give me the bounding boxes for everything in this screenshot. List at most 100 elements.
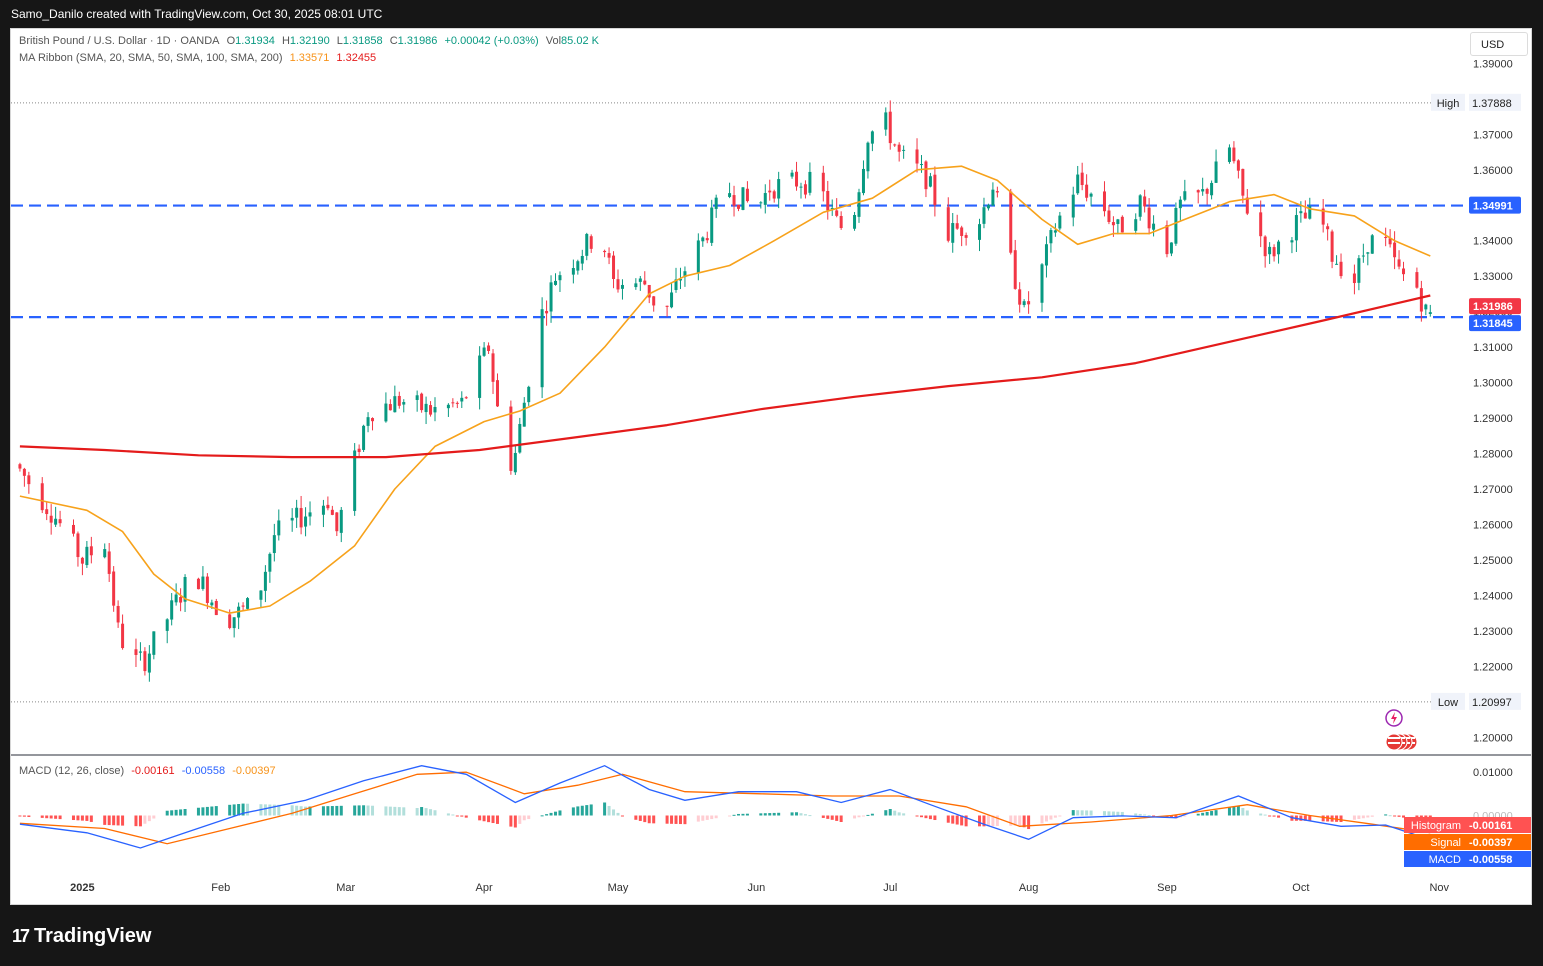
candle-body: [71, 524, 75, 534]
candle-body: [1330, 231, 1334, 262]
macd-histogram-bar: [897, 812, 901, 816]
macd-histogram-bar: [1370, 815, 1374, 817]
candle-body: [1107, 210, 1111, 222]
candle-body: [857, 192, 861, 217]
low-value: L1.31858: [336, 35, 383, 47]
macd-histogram-bar: [710, 815, 714, 820]
macd-histogram-bar: [549, 812, 553, 816]
candle-body: [1415, 272, 1419, 288]
candle-body: [643, 280, 647, 285]
macd-histogram-bar: [1361, 815, 1365, 819]
macd-histogram-bar: [696, 815, 700, 822]
candle-body: [701, 237, 705, 242]
macd-tag-label: MACD: [1429, 854, 1461, 866]
candle-body: [464, 397, 468, 399]
candle-body: [1138, 195, 1142, 217]
macd-histogram-bar: [210, 806, 214, 816]
x-tick-label: Jun: [747, 882, 765, 894]
candle-body: [589, 236, 593, 249]
x-tick-label: May: [608, 882, 629, 894]
candle-body: [357, 448, 361, 453]
macd-histogram-bar: [268, 804, 272, 816]
candle-body: [986, 205, 990, 209]
macd-histogram-bar: [272, 804, 276, 816]
sma-20-line: [19, 165, 1431, 614]
candle-body: [1366, 252, 1370, 254]
candle-body: [870, 131, 874, 144]
macd-histogram-bar: [607, 805, 611, 816]
macd-histogram-bar: [1053, 815, 1057, 818]
macd-line: [19, 764, 1431, 849]
candle-body: [491, 353, 495, 382]
macd-histogram-bar: [491, 815, 495, 824]
chart-panel[interactable]: 1.200001.210001.220001.230001.240001.250…: [10, 28, 1532, 905]
candle-body: [995, 191, 999, 193]
macd-histogram-bar: [509, 815, 513, 827]
candle-body: [429, 405, 433, 415]
candle-body: [1009, 191, 1013, 253]
macd-histogram-bar: [919, 815, 923, 818]
macd-histogram-bar: [263, 804, 267, 816]
macd-histogram-bar: [165, 810, 169, 816]
macd-histogram-bar: [1352, 815, 1356, 820]
candle-body: [335, 512, 339, 532]
candle-body: [58, 519, 62, 524]
candle-body: [652, 296, 656, 306]
candle-body: [1294, 215, 1298, 241]
macd-tag-value: -0.00161: [1469, 820, 1512, 832]
candle-body: [915, 149, 919, 164]
macd-histogram-bar: [1402, 815, 1406, 818]
candle-body: [228, 614, 232, 628]
macd-histogram-bar: [397, 807, 401, 816]
y-tick-label: 1.28000: [1473, 449, 1513, 461]
macd-tag-value-bg: [1465, 817, 1531, 833]
macd-histogram-bar: [839, 815, 843, 822]
macd-histogram-bar: [861, 815, 865, 817]
macd-histogram-bar: [1022, 815, 1026, 828]
macd-histogram-bar: [201, 807, 205, 816]
candle-body: [326, 504, 330, 509]
candle-body: [518, 423, 522, 453]
candle-body: [420, 393, 424, 411]
macd-histogram-bar: [237, 804, 241, 816]
candle-body: [1169, 242, 1173, 254]
price-chart[interactable]: 1.200001.210001.220001.230001.240001.250…: [11, 29, 1531, 904]
candle-body: [991, 189, 995, 206]
macd-histogram-bar: [571, 807, 575, 816]
macd-histogram-bar: [612, 809, 616, 816]
y-tick-label: 1.22000: [1473, 661, 1513, 673]
macd-histogram-bar: [772, 812, 776, 816]
macd-hist-value: -0.00161: [131, 765, 175, 777]
candle-body: [1143, 196, 1147, 207]
candle-body: [393, 396, 397, 413]
candle-body: [576, 261, 580, 271]
macd-histogram-bar: [1085, 810, 1089, 816]
macd-histogram-bar: [1321, 815, 1325, 822]
macd-histogram-bar: [107, 815, 111, 826]
macd-histogram-bar: [1241, 808, 1245, 816]
candle-body: [790, 172, 794, 177]
candle-body: [112, 571, 116, 606]
macd-histogram-bar: [870, 813, 874, 816]
macd-histogram-bar: [478, 815, 482, 821]
macd-histogram-bar: [415, 808, 419, 816]
candle-body: [803, 184, 807, 195]
macd-histogram-bar: [1152, 815, 1156, 817]
x-tick-label: Apr: [476, 882, 493, 894]
candle-body: [103, 549, 107, 558]
candle-body: [928, 176, 932, 187]
candle-body: [1152, 223, 1156, 230]
macd-histogram-bar: [371, 805, 375, 816]
currency-button[interactable]: USD: [1470, 32, 1528, 56]
candle-body: [107, 551, 111, 574]
macd-histogram-bar: [745, 813, 749, 816]
macd-histogram-bar: [121, 815, 125, 826]
macd-histogram-bar: [196, 807, 200, 816]
candle-body: [1268, 246, 1272, 255]
volume-value: Vol85.02 K: [545, 35, 599, 47]
macd-histogram-bar: [1009, 815, 1013, 826]
candle-body: [1147, 207, 1151, 229]
candles: [18, 100, 1432, 682]
macd-histogram-bar: [674, 815, 678, 824]
candle-body: [165, 619, 169, 631]
